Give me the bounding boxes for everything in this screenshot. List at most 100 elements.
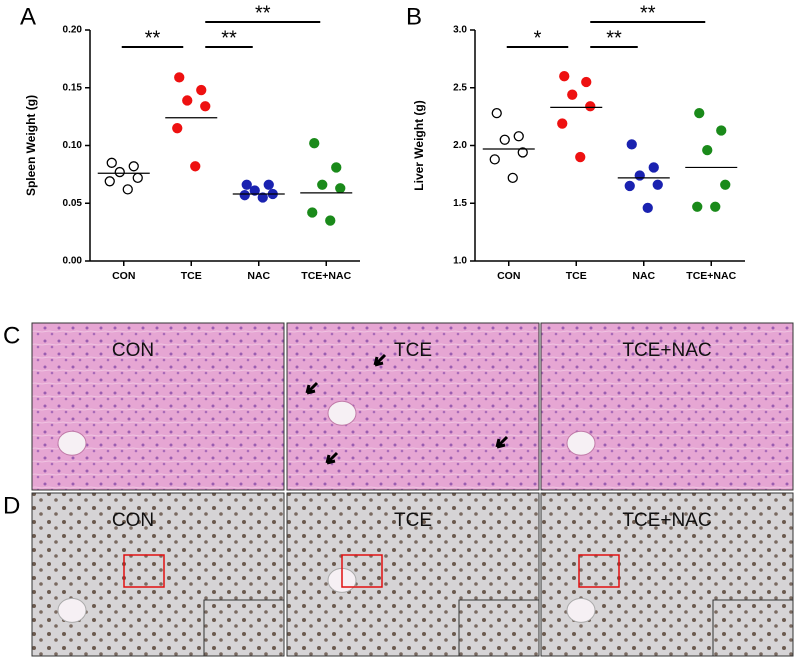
vessel	[57, 597, 87, 623]
inset	[458, 599, 540, 657]
data-point	[513, 131, 524, 142]
vessel	[327, 400, 357, 426]
data-point	[317, 179, 328, 190]
arrow	[325, 451, 339, 465]
image-label: TCE+NAC	[622, 510, 711, 531]
y-tick-label: 0.05	[63, 198, 83, 209]
x-tick-label: CON	[497, 270, 520, 282]
y-tick-label: 0.10	[63, 140, 83, 151]
y-tick-label: 2.5	[453, 82, 467, 93]
data-point	[239, 190, 250, 201]
data-point	[307, 207, 318, 218]
data-point	[263, 179, 274, 190]
x-tick-label: CON	[112, 270, 135, 282]
data-point	[190, 161, 201, 172]
image-label: CON	[112, 510, 154, 531]
data-point	[132, 172, 143, 183]
data-point	[491, 108, 502, 119]
data-point	[557, 118, 568, 129]
data-point	[335, 183, 346, 194]
x-tick-label: TCE+NAC	[686, 270, 736, 282]
data-point	[174, 72, 185, 83]
significance-stars: **	[145, 27, 161, 49]
y-tick-label: 0.20	[63, 25, 83, 36]
data-point	[716, 125, 727, 136]
data-point	[172, 123, 183, 134]
y-axis-label: Liver Weight (g)	[412, 100, 426, 190]
data-point	[104, 176, 115, 187]
data-point	[325, 215, 336, 226]
x-tick-label: TCE	[181, 270, 202, 282]
micrograph	[540, 322, 794, 491]
y-tick-label: 2.0	[453, 140, 467, 151]
region-box	[578, 554, 620, 588]
data-point	[499, 134, 510, 145]
x-tick-label: NAC	[247, 270, 270, 282]
image-label: CON	[112, 340, 154, 361]
data-point	[489, 154, 500, 165]
image-label: TCE	[394, 340, 432, 361]
data-point	[309, 138, 320, 149]
data-point	[694, 108, 705, 119]
arrow	[305, 381, 319, 395]
image-label: TCE	[394, 510, 432, 531]
data-point	[114, 166, 125, 178]
data-point	[507, 172, 518, 183]
data-point	[642, 202, 653, 214]
data-point	[624, 180, 635, 192]
region-box	[123, 554, 165, 588]
significance-stars: *	[534, 27, 542, 49]
x-tick-label: TCE+NAC	[301, 270, 351, 282]
region-box	[341, 554, 383, 588]
x-tick-label: TCE	[566, 270, 587, 282]
y-tick-label: 3.0	[453, 25, 467, 36]
panel-label: B	[406, 3, 422, 30]
arrow	[373, 353, 387, 367]
y-tick-label: 0.15	[63, 82, 83, 93]
data-point	[196, 84, 207, 96]
data-point	[710, 201, 721, 212]
data-point	[182, 95, 193, 106]
data-point	[575, 151, 586, 163]
significance-stars: **	[606, 27, 622, 49]
data-point	[200, 101, 211, 112]
data-point	[692, 201, 703, 212]
panel-label: C	[3, 322, 20, 349]
vessel	[57, 430, 87, 456]
inset	[712, 599, 794, 657]
data-point	[128, 161, 139, 172]
y-tick-label: 0.00	[63, 256, 83, 267]
y-tick-label: 1.0	[453, 256, 467, 267]
data-point	[257, 192, 268, 203]
image-label: TCE+NAC	[622, 340, 711, 361]
data-point	[581, 76, 592, 88]
y-tick-label: 1.5	[453, 198, 467, 209]
y-axis-label: Spleen Weight (g)	[24, 95, 38, 196]
data-point	[559, 71, 570, 82]
data-point	[634, 170, 645, 181]
data-point	[720, 179, 731, 190]
significance-stars: **	[640, 2, 656, 24]
arrow	[495, 435, 509, 449]
data-point	[106, 157, 117, 168]
data-point	[331, 162, 342, 173]
data-point	[585, 101, 596, 112]
significance-stars: **	[221, 27, 237, 49]
vessel	[566, 597, 596, 623]
panel-label: A	[20, 3, 36, 30]
micrograph	[31, 322, 285, 491]
data-point	[249, 185, 260, 196]
data-point	[626, 139, 637, 150]
data-point	[122, 184, 133, 195]
panel-label: D	[3, 492, 20, 519]
significance-stars: **	[255, 2, 271, 24]
vessel	[566, 430, 596, 456]
data-point	[648, 162, 659, 173]
data-point	[702, 144, 713, 156]
data-point	[517, 147, 528, 158]
data-point	[241, 179, 252, 190]
inset	[203, 599, 285, 657]
data-point	[567, 89, 578, 100]
data-point	[652, 179, 663, 190]
